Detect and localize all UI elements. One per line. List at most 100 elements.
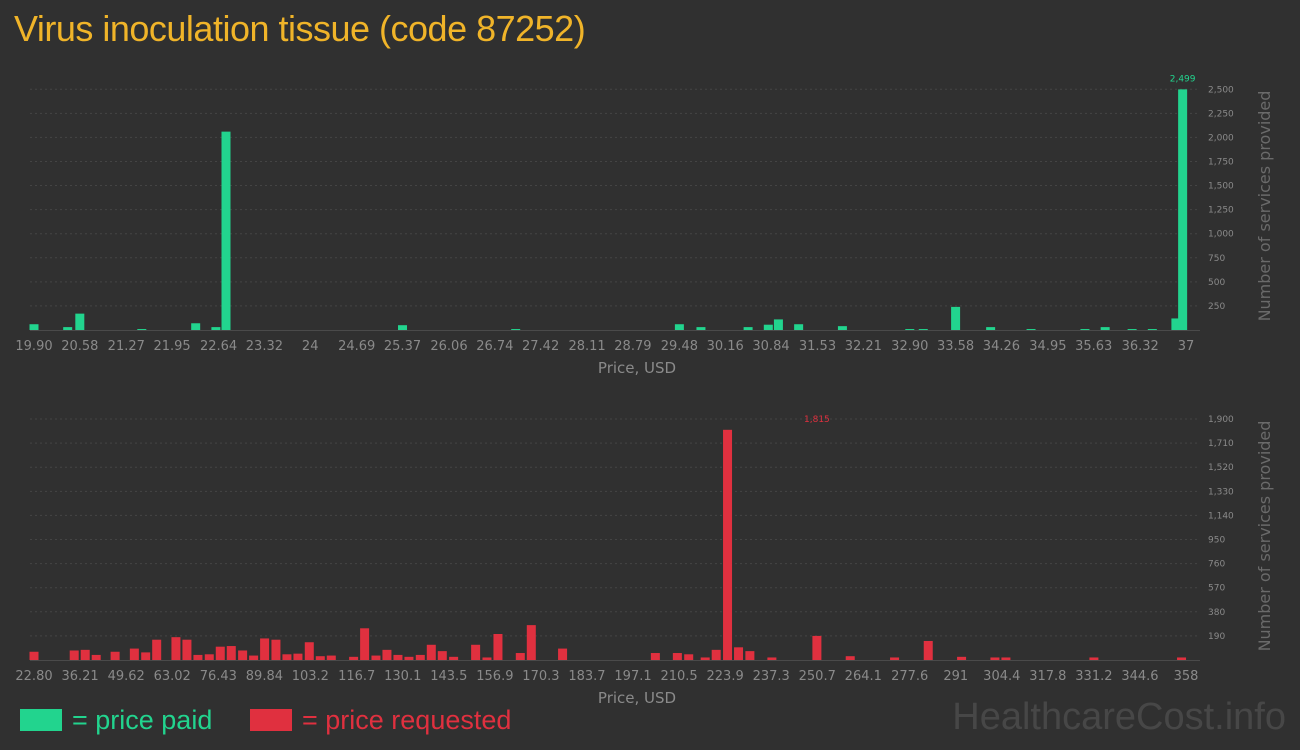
requested-bar: [152, 639, 162, 660]
requested-bar: [91, 654, 101, 660]
requested-bar: [672, 653, 682, 660]
requested-data-label: 1,815: [804, 415, 830, 425]
requested-bar: [745, 651, 755, 660]
paid-bar: [29, 324, 39, 330]
paid-bar: [1100, 327, 1110, 330]
requested-bar: [723, 429, 733, 660]
requested-xtick-label: 143.5: [430, 669, 467, 684]
paid-ytick-label: 1,750: [1208, 157, 1234, 167]
requested-bar: [650, 653, 660, 660]
requested-bar: [493, 634, 503, 660]
paid-x-axis-label: Price, USD: [598, 359, 676, 377]
paid-xtick-label: 33.58: [937, 339, 974, 354]
paid-xtick-label: 26.06: [430, 339, 467, 354]
requested-bar: [890, 657, 900, 660]
requested-bar: [711, 649, 721, 660]
requested-bar: [182, 639, 192, 660]
paid-xtick-label: 34.26: [983, 339, 1020, 354]
paid-bar: [1026, 329, 1036, 330]
legend-swatch-requested: [250, 709, 292, 731]
requested-xtick-label: 317.8: [1029, 669, 1066, 684]
requested-bar: [382, 649, 392, 660]
requested-xtick-label: 116.7: [338, 669, 375, 684]
paid-xtick-label: 26.74: [476, 339, 513, 354]
requested-xtick-label: 237.3: [753, 669, 790, 684]
requested-bar: [393, 654, 403, 660]
requested-bar: [249, 655, 259, 660]
requested-bar: [812, 635, 822, 660]
requested-xtick-label: 304.4: [983, 669, 1020, 684]
requested-x-axis-label: Price, USD: [598, 689, 676, 707]
requested-xtick-label: 264.1: [845, 669, 882, 684]
paid-bar: [137, 329, 147, 330]
requested-bar: [1089, 657, 1099, 660]
requested-bar: [129, 648, 139, 660]
requested-bar: [684, 654, 694, 660]
paid-bar: [75, 313, 85, 330]
requested-bar: [326, 655, 336, 660]
requested-bar: [304, 642, 314, 660]
requested-ytick-label: 1,900: [1208, 415, 1234, 425]
paid-xtick-label: 32.21: [845, 339, 882, 354]
paid-xtick-label: 20.58: [61, 339, 98, 354]
paid-xtick-label: 27.42: [522, 339, 559, 354]
paid-xtick-label: 21.95: [153, 339, 190, 354]
paid-xtick-label: 28.79: [614, 339, 651, 354]
requested-xtick-label: 210.5: [660, 669, 697, 684]
requested-bar: [193, 654, 203, 660]
paid-xtick-label: 28.11: [568, 339, 605, 354]
legend-swatch-paid: [20, 709, 62, 731]
paid-bar: [837, 326, 847, 330]
paid-ytick-label: 1,500: [1208, 182, 1234, 192]
paid-bar: [763, 324, 773, 330]
requested-ytick-label: 1,710: [1208, 439, 1234, 449]
paid-ytick-label: 2,000: [1208, 133, 1234, 143]
paid-bar: [951, 306, 961, 330]
requested-xtick-label: 63.02: [154, 669, 191, 684]
requested-bar: [282, 654, 292, 660]
paid-bar: [674, 324, 684, 330]
requested-ytick-label: 1,140: [1208, 511, 1234, 521]
requested-bar: [526, 625, 536, 660]
requested-bar: [845, 656, 855, 660]
requested-bar: [449, 656, 459, 660]
paid-xtick-label: 21.27: [108, 339, 145, 354]
requested-ytick-label: 1,330: [1208, 487, 1234, 497]
requested-bar: [238, 650, 248, 660]
paid-bar: [743, 327, 753, 330]
requested-bar: [957, 656, 967, 660]
paid-xtick-label: 35.63: [1075, 339, 1112, 354]
paid-xtick-label: 30.16: [707, 339, 744, 354]
requested-xtick-label: 22.80: [15, 669, 52, 684]
requested-bar: [360, 628, 370, 660]
requested-bar: [990, 657, 1000, 660]
paid-xtick-label: 25.37: [384, 339, 421, 354]
requested-ytick-label: 190: [1208, 632, 1225, 642]
requested-xtick-label: 49.62: [108, 669, 145, 684]
paid-xtick-label: 23.32: [246, 339, 283, 354]
paid-ytick-label: 1,250: [1208, 206, 1234, 216]
paid-bar: [1178, 89, 1188, 330]
requested-bar: [923, 640, 933, 660]
paid-ytick-label: 500: [1208, 278, 1225, 288]
requested-bar: [260, 638, 270, 660]
legend-item-paid: = price paid: [20, 705, 212, 735]
page-title: Virus inoculation tissue (code 87252): [14, 8, 586, 49]
paid-bar: [918, 329, 928, 330]
paid-bar: [773, 319, 783, 330]
legend-label-requested: = price requested: [302, 704, 512, 735]
requested-xtick-label: 277.6: [891, 669, 928, 684]
paid-xtick-label: 37: [1178, 339, 1195, 354]
paid-ytick-label: 1,000: [1208, 230, 1234, 240]
requested-xtick-label: 197.1: [614, 669, 651, 684]
requested-xtick-label: 344.6: [1121, 669, 1158, 684]
requested-bar: [558, 648, 568, 660]
requested-xtick-label: 358: [1174, 669, 1199, 684]
paid-xtick-label: 31.53: [799, 339, 836, 354]
requested-xtick-label: 76.43: [200, 669, 237, 684]
paid-xtick-label: 30.84: [752, 339, 789, 354]
requested-bar: [215, 646, 225, 660]
paid-ytick-label: 2,500: [1208, 85, 1234, 95]
paid-bar: [1080, 329, 1090, 330]
requested-bar: [767, 657, 777, 660]
